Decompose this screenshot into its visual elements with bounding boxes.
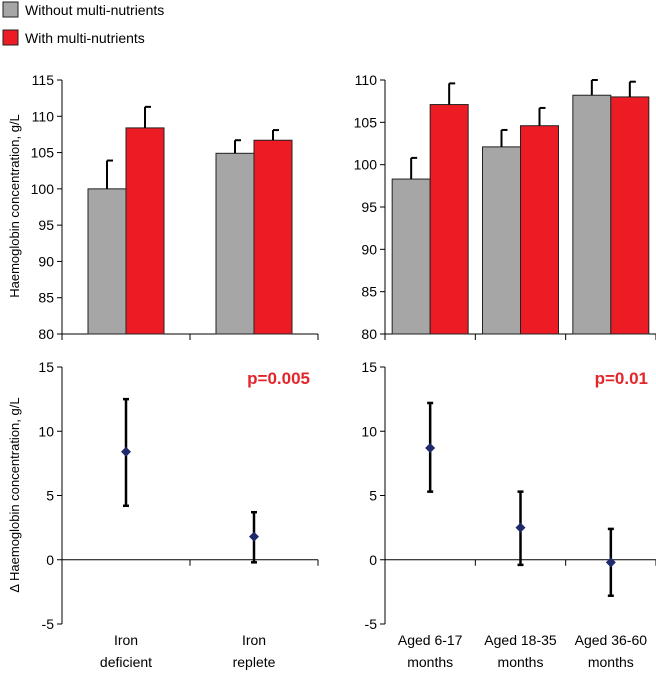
y-axis-title-bottom: Δ Haemoglobin concentration, g/L [7,397,22,592]
bottom-right-x-tick-label: Aged 36-60 [575,632,648,648]
panel-bottom-right: -5 0 5 10 15 Aged 6-17 months Aged 18-35 months A… [361,359,656,670]
panel-bottom-left: -5 0 5 10 15 Iron deficient Iron replete p=0.005 [38,359,319,670]
top-right-bar-without [482,146,521,335]
bottom-right-y-tick-label: 15 [361,359,377,375]
legend-label-without: Without multi-nutrients [25,2,164,18]
panel-top-right: 80 85 90 95 100 105 110 [354,72,656,342]
bottom-left-x-tick-label: deficient [100,654,152,670]
top-left-y-tick-label: 80 [38,326,54,342]
top-left-y-tick-label: 85 [38,290,54,306]
top-right-bar-without [572,94,612,335]
top-right-y-tick-label: 85 [361,284,377,300]
legend: Without multi-nutrients With multi-nutri… [2,1,164,46]
top-right-y-tick-label: 105 [354,114,378,130]
top-left-y-tick-label: 105 [31,145,55,161]
top-right-y-tick-label: 80 [361,326,377,342]
top-right-y-tick-label: 90 [361,241,377,257]
bottom-right-y-tick-label: 10 [361,423,377,439]
bottom-left-x-tick-label: Iron [242,632,266,648]
bottom-right-p-value: p=0.01 [595,369,648,388]
top-right-bar-with [610,96,650,335]
bottom-right-x-tick-label: Aged 6-17 [398,632,463,648]
top-left-y-tick-label: 115 [32,72,55,88]
top-right-bar-with [429,104,469,335]
panel-top-left: 80 85 90 95 100 105 110 115 [31,72,319,342]
bottom-left-y-tick-label: 15 [38,359,54,375]
top-right-y-tick-label: 95 [361,199,377,215]
bottom-right-mean-marker [515,522,526,533]
top-left-y-tick-label: 100 [31,181,55,197]
bottom-right-x-tick-label: months [588,654,634,670]
bottom-left-y-tick-label: 5 [46,488,54,504]
bottom-left-p-value: p=0.005 [247,369,310,388]
legend-label-with: With multi-nutrients [25,30,145,46]
top-left-y-tick-label: 95 [38,217,54,233]
bottom-left-x-tick-label: Iron [114,632,138,648]
y-axis-title-top: Haemoglobin concentration, g/L [7,114,22,298]
bottom-right-y-tick-label: -5 [365,616,378,632]
top-left-bar-with [253,139,293,335]
top-right-bar-without [391,178,431,335]
top-left-y-tick-label: 90 [38,253,54,269]
bottom-left-y-tick-label: 10 [38,423,54,439]
top-left-bar-with [125,127,165,335]
bottom-left-y-tick-label: 0 [46,552,54,568]
legend-swatch-without [2,1,19,18]
legend-swatch-with [2,29,19,46]
top-right-y-tick-label: 110 [355,72,378,88]
bottom-left-y-tick-label: -5 [42,616,55,632]
bottom-right-y-tick-label: 5 [369,488,377,504]
top-right-y-tick-label: 100 [354,157,378,173]
bottom-right-y-tick-label: 0 [369,552,377,568]
bottom-right-x-tick-label: months [498,654,544,670]
top-left-bar-without [87,188,127,335]
top-right-bar-with [520,125,559,335]
bottom-right-x-tick-label: Aged 18-35 [484,632,557,648]
bottom-left-x-tick-label: replete [233,654,276,670]
bottom-left-mean-marker [121,446,131,457]
bottom-right-mean-marker [605,557,616,568]
bottom-right-x-tick-label: months [407,654,453,670]
top-left-bar-without [215,152,255,335]
bottom-right-mean-marker [425,442,436,453]
top-left-y-tick-label: 110 [32,108,55,124]
bottom-left-mean-marker [249,531,259,542]
